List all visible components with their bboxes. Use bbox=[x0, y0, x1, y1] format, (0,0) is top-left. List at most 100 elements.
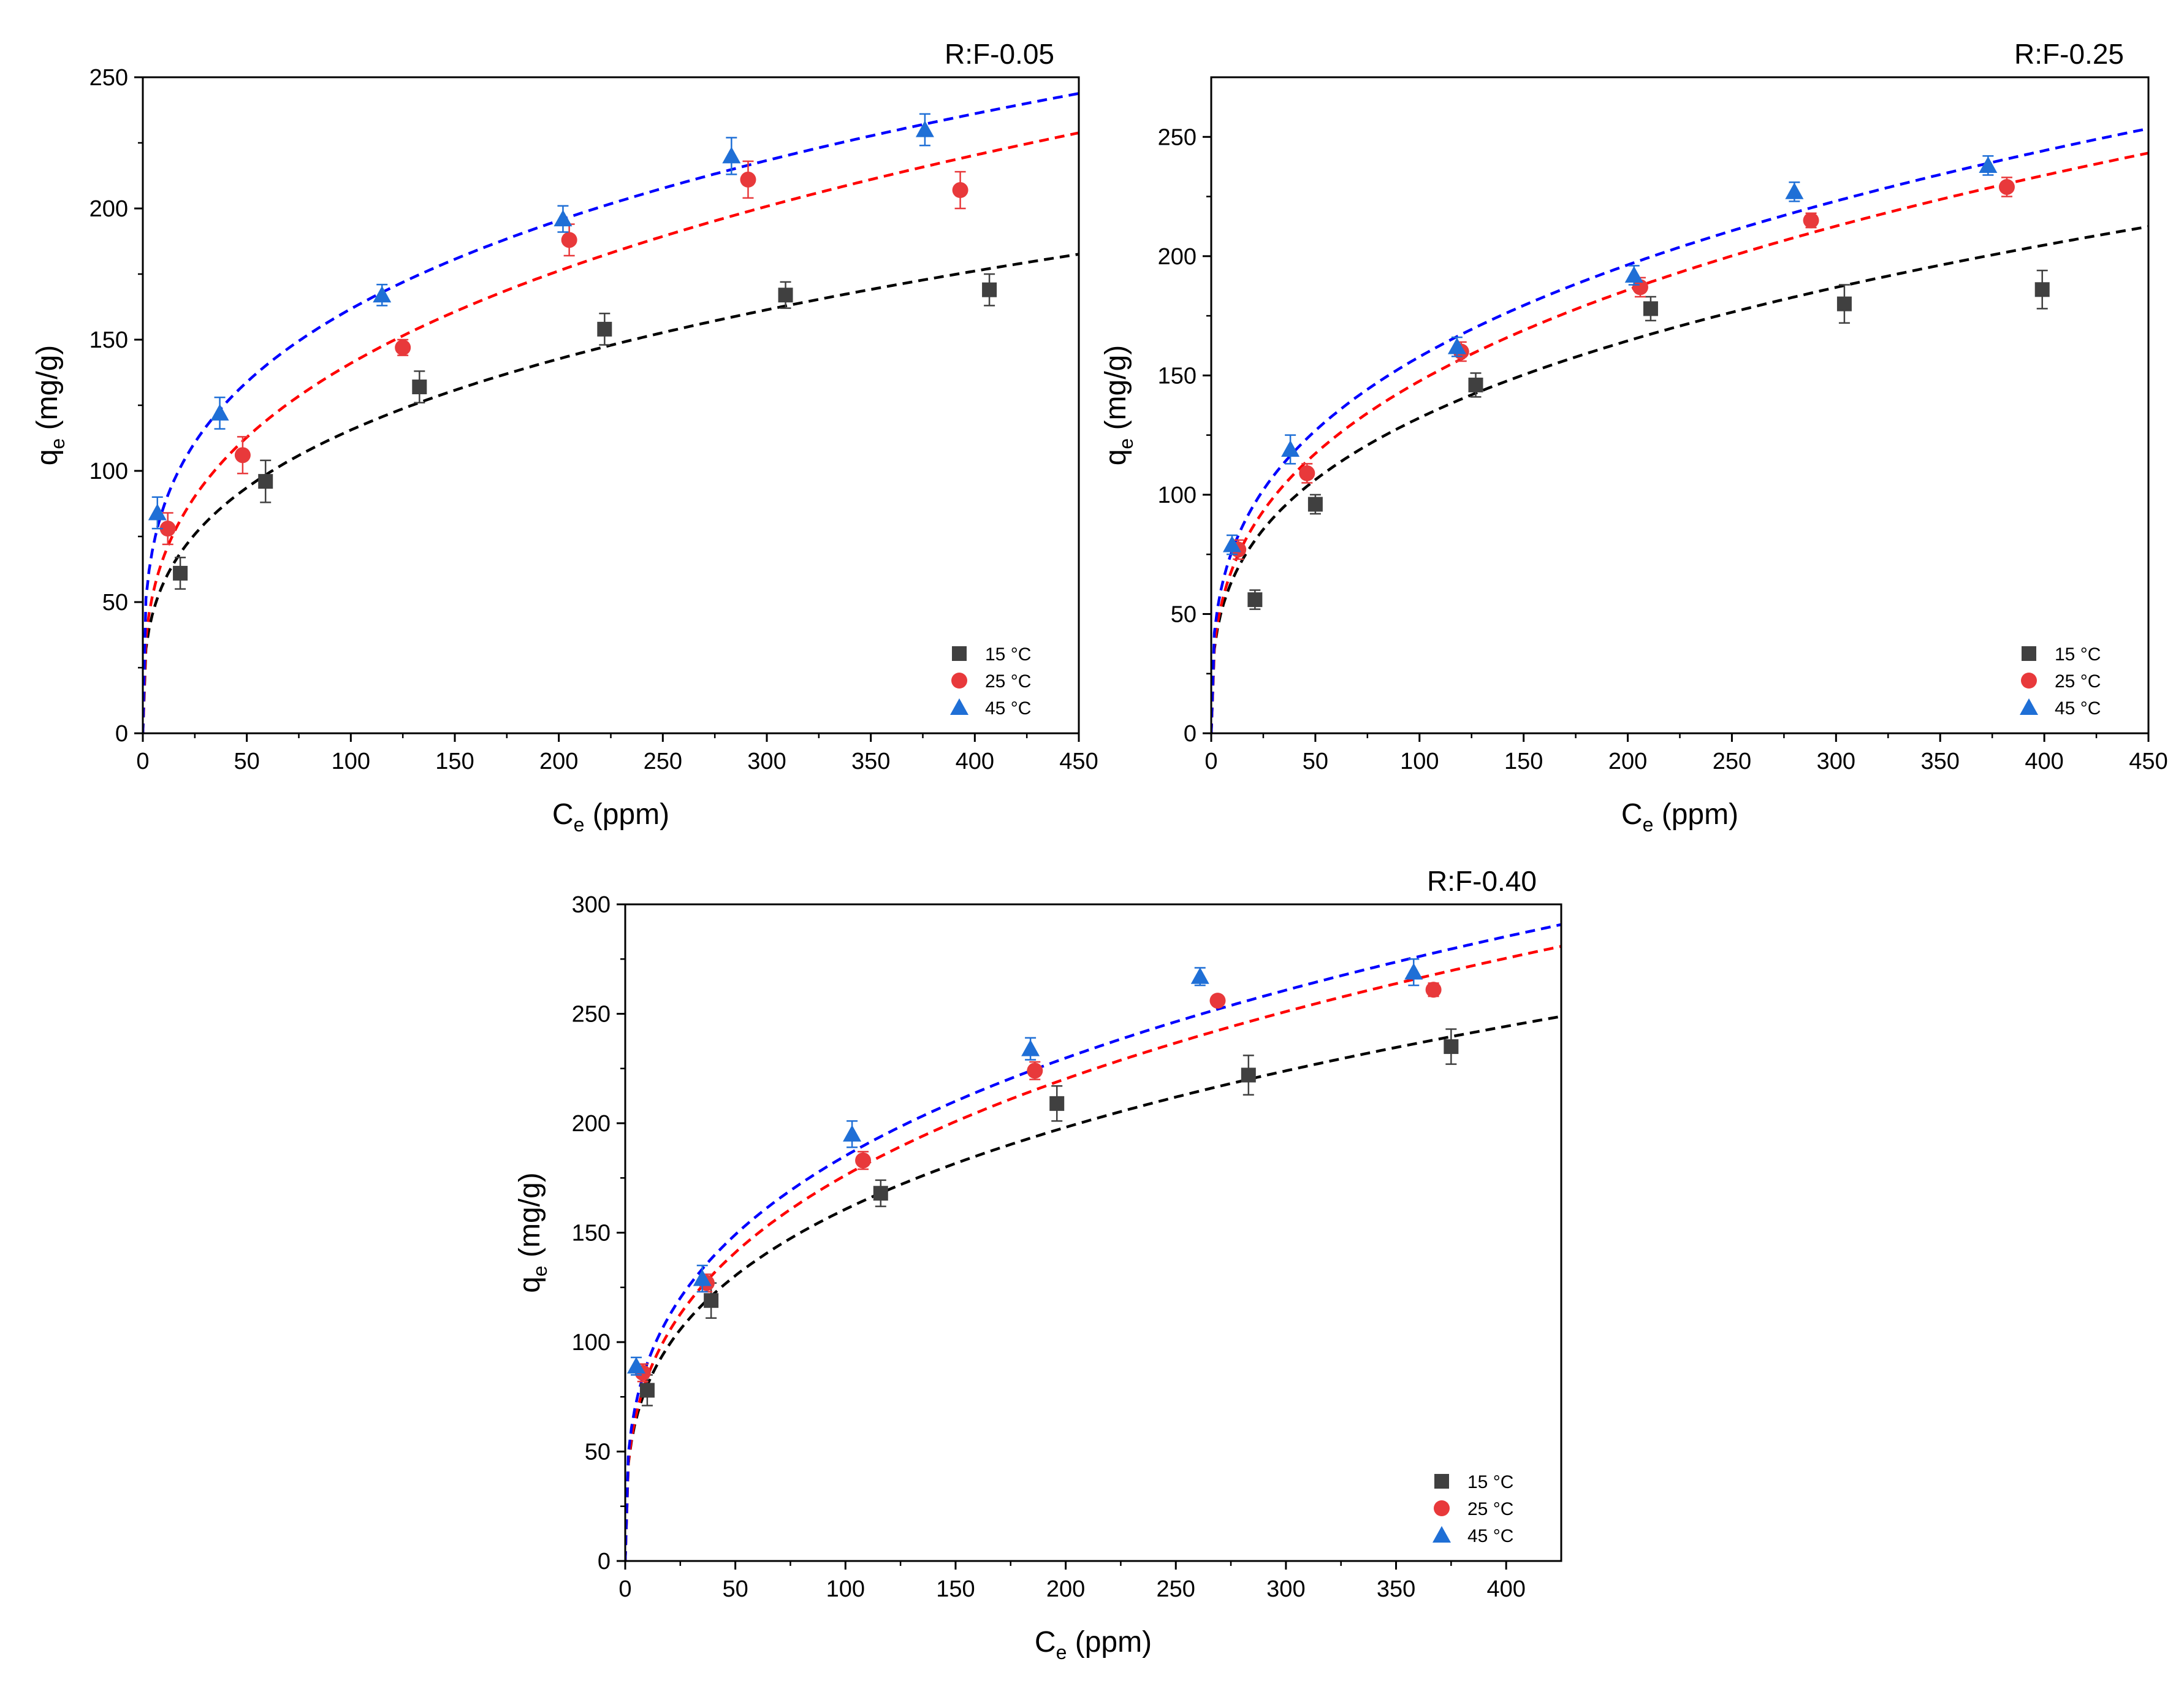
x-tick-label: 400 bbox=[2025, 749, 2063, 774]
x-axis-title-sub: e bbox=[574, 814, 585, 836]
x-tick-label: 250 bbox=[644, 749, 682, 774]
fit-curve-2 bbox=[625, 945, 1561, 1561]
y-tick-label: 100 bbox=[1158, 483, 1197, 508]
y-tick-label: 150 bbox=[89, 327, 128, 353]
data-point-triangle bbox=[1222, 535, 1241, 552]
x-axis-title: Ce (ppm) bbox=[1035, 1626, 1152, 1663]
plot-frame bbox=[1210, 76, 2150, 735]
legend-marker-triangle bbox=[1433, 1526, 1451, 1543]
data-point-triangle bbox=[693, 1269, 712, 1286]
data-point-triangle bbox=[373, 286, 392, 303]
legend-label: 25 °C bbox=[1467, 1499, 1513, 1519]
x-tick-label: 50 bbox=[723, 1576, 748, 1602]
y-tick-label: 250 bbox=[1158, 124, 1197, 150]
x-tick-label: 0 bbox=[618, 1576, 631, 1602]
x-tick-label: 150 bbox=[936, 1576, 975, 1602]
data-point-square bbox=[1444, 1039, 1459, 1055]
legend-marker-circle bbox=[1434, 1500, 1450, 1516]
legend: 15 °C 25 °C 45 °C bbox=[2020, 644, 2101, 719]
y-axis-title-unit: (mg/g) bbox=[31, 345, 64, 438]
data-point-circle bbox=[1425, 982, 1442, 998]
x-tick-label: 200 bbox=[539, 749, 578, 774]
data-point-square bbox=[597, 321, 612, 337]
y-axis-title-unit: (mg/g) bbox=[514, 1172, 546, 1265]
x-tick-label: 350 bbox=[851, 749, 890, 774]
fit-curve-3 bbox=[1211, 127, 2148, 733]
data-point-square bbox=[1307, 497, 1323, 512]
legend-marker-triangle bbox=[950, 698, 968, 715]
x-tick-label: 250 bbox=[1157, 1576, 1195, 1602]
panel-2: 0 50 100 150 200 250 300 350 400 450 0 50 100 150 200 2… bbox=[1100, 38, 2168, 836]
legend-marker-triangle bbox=[2020, 698, 2038, 715]
data-point-triangle bbox=[1447, 337, 1466, 354]
x-axis-title: Ce (ppm) bbox=[1621, 798, 1738, 836]
data-point-circle bbox=[234, 447, 251, 464]
y-tick-label: 300 bbox=[572, 892, 611, 918]
y-tick-label: 50 bbox=[585, 1440, 611, 1465]
data-point-square bbox=[778, 288, 793, 303]
x-axis-title-main: C bbox=[1621, 798, 1643, 831]
data-point-circle bbox=[1027, 1063, 1043, 1079]
y-tick-label: 150 bbox=[1158, 363, 1197, 389]
data-point-square bbox=[1468, 377, 1483, 392]
data-point-triangle bbox=[722, 147, 741, 164]
plot-frame bbox=[624, 903, 1562, 1562]
x-tick-label: 300 bbox=[747, 749, 786, 774]
x-tick-label: 50 bbox=[234, 749, 260, 774]
data-point-circle bbox=[1632, 279, 1648, 296]
legend-label: 45 °C bbox=[985, 698, 1031, 719]
y-tick-label: 250 bbox=[89, 65, 128, 91]
y-tick-label: 200 bbox=[572, 1111, 611, 1137]
panel-title: R:F-0.05 bbox=[945, 38, 1054, 70]
x-axis-title-unit: (ppm) bbox=[1653, 798, 1738, 831]
y-tick-label: 200 bbox=[1158, 244, 1197, 270]
x-tick-label: 400 bbox=[1486, 1576, 1525, 1602]
fit-curve-1 bbox=[1211, 225, 2148, 733]
data-point-triangle bbox=[148, 503, 167, 521]
data-point-square bbox=[412, 380, 427, 395]
x-axis-title: Ce (ppm) bbox=[552, 798, 669, 836]
y-axis-title: qe (mg/g) bbox=[514, 1172, 551, 1293]
plot-frame bbox=[142, 76, 1080, 735]
legend-label: 45 °C bbox=[2055, 698, 2101, 719]
legend-label: 15 °C bbox=[985, 644, 1031, 665]
data-point-square bbox=[1836, 296, 1852, 311]
data-point-triangle bbox=[1021, 1039, 1040, 1056]
x-tick-label: 350 bbox=[1377, 1576, 1415, 1602]
y-axis-title-sub: e bbox=[1115, 438, 1137, 449]
x-axis-title-sub: e bbox=[1056, 1641, 1067, 1663]
panel-title: R:F-0.25 bbox=[2014, 38, 2124, 70]
x-axis-title-sub: e bbox=[1643, 814, 1654, 836]
x-tick-label: 100 bbox=[332, 749, 370, 774]
data-point-square bbox=[982, 282, 997, 297]
x-tick-label: 100 bbox=[826, 1576, 865, 1602]
y-tick-label: 50 bbox=[1171, 601, 1197, 627]
x-tick-label: 300 bbox=[1817, 749, 1855, 774]
panel-3: 0 50 100 150 200 250 300 350 400 0 50 100 150 200 250 3… bbox=[514, 865, 1562, 1663]
fit-curve-3 bbox=[625, 923, 1561, 1561]
data-point-square bbox=[1247, 592, 1263, 608]
data-point-triangle bbox=[554, 210, 573, 227]
x-tick-label: 150 bbox=[1504, 749, 1543, 774]
data-point-circle bbox=[1803, 212, 1819, 229]
y-tick-label: 0 bbox=[1184, 721, 1197, 747]
fit-curve-1 bbox=[143, 253, 1079, 733]
data-point-triangle bbox=[1979, 156, 1998, 173]
data-point-triangle bbox=[1785, 182, 1804, 199]
x-tick-label: 300 bbox=[1266, 1576, 1305, 1602]
data-point-triangle bbox=[626, 1357, 645, 1374]
y-axis-title-main: q bbox=[514, 1277, 546, 1293]
y-axis-title-main: q bbox=[1100, 449, 1132, 466]
y-tick-label: 50 bbox=[102, 590, 128, 616]
legend-label: 25 °C bbox=[2055, 671, 2101, 692]
y-tick-label: 100 bbox=[572, 1330, 611, 1356]
legend-marker-square bbox=[952, 646, 967, 661]
legend: 15 °C 25 °C 45 °C bbox=[1433, 1472, 1513, 1546]
data-point-square bbox=[173, 565, 188, 581]
data-point-circle bbox=[1299, 465, 1315, 481]
y-tick-label: 150 bbox=[572, 1221, 611, 1246]
y-axis-title: qe (mg/g) bbox=[1100, 345, 1137, 466]
data-point-circle bbox=[740, 171, 756, 188]
data-point-triangle bbox=[1404, 963, 1423, 980]
